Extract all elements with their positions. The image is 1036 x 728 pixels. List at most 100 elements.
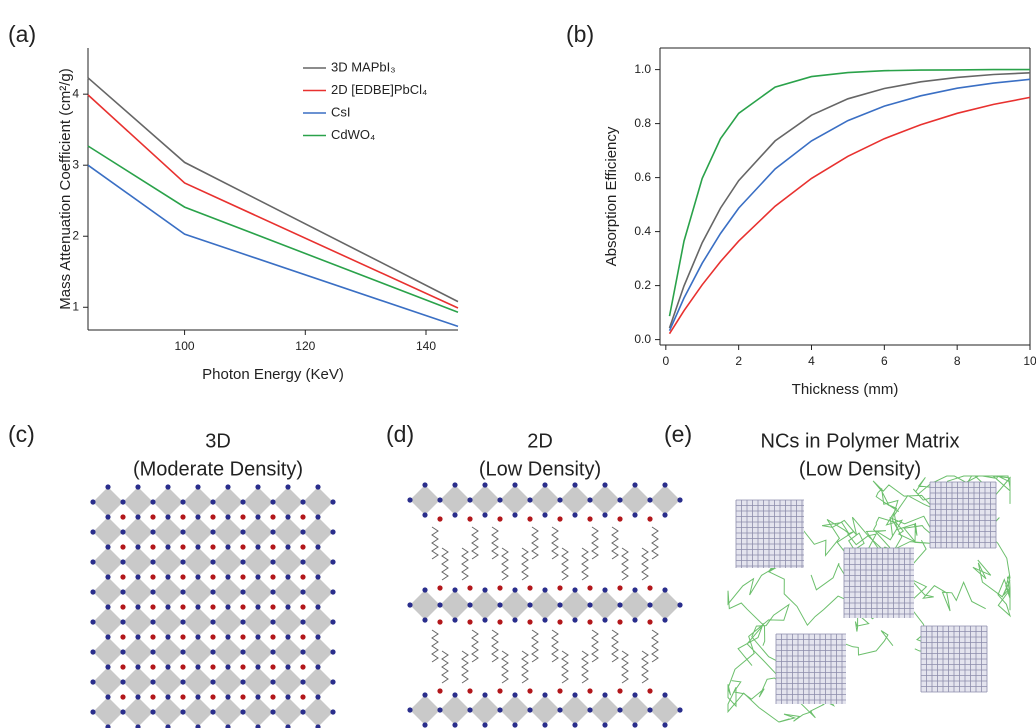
organic-chain <box>621 650 629 684</box>
octahedron <box>93 667 123 697</box>
octahedron <box>123 607 153 637</box>
a-cation <box>647 688 653 694</box>
x-anion <box>407 497 413 503</box>
x-anion <box>285 574 291 580</box>
x-anion <box>300 679 306 685</box>
x-anion <box>225 724 231 728</box>
octahedron <box>213 487 243 517</box>
octahedron <box>153 637 183 667</box>
x-anion <box>467 602 473 608</box>
x-anion <box>180 499 186 505</box>
x-anion <box>497 497 503 503</box>
x-anion <box>225 514 231 520</box>
x-anion <box>677 602 683 608</box>
a-cation <box>300 664 306 670</box>
x-anion <box>662 512 668 518</box>
octahedron <box>123 547 153 577</box>
organic-chain <box>561 547 569 581</box>
x-anion <box>677 497 683 503</box>
panel-label: (e) <box>664 421 692 447</box>
x-anion <box>285 724 291 728</box>
x-anion <box>617 497 623 503</box>
a-cation <box>150 514 156 520</box>
x-anion <box>647 497 653 503</box>
polymer-chain <box>727 603 813 723</box>
x-anion <box>572 512 578 518</box>
x-anion <box>330 559 336 565</box>
panel-label: (d) <box>386 421 414 447</box>
x-anion <box>120 559 126 565</box>
a-cation <box>240 514 246 520</box>
x-anion <box>210 499 216 505</box>
x-anion <box>90 499 96 505</box>
data-line <box>87 94 459 309</box>
octahedron <box>560 695 590 725</box>
y-tick-label: 0.8 <box>634 116 651 130</box>
x-anion <box>120 649 126 655</box>
x-anion <box>225 604 231 610</box>
x-anion <box>602 617 608 623</box>
x-anion <box>315 724 321 728</box>
a-cation <box>120 574 126 580</box>
x-anion <box>255 694 261 700</box>
a-cation <box>437 619 443 625</box>
x-tick-label: 120 <box>295 339 315 353</box>
x-anion <box>270 529 276 535</box>
x-anion <box>225 664 231 670</box>
x-anion <box>105 604 111 610</box>
x-anion <box>300 619 306 625</box>
octahedron <box>213 697 243 727</box>
x-anion <box>452 587 458 593</box>
x-anion <box>602 482 608 488</box>
octahedron <box>213 517 243 547</box>
x-anion <box>255 724 261 728</box>
a-cation <box>120 544 126 550</box>
a-cation <box>647 619 653 625</box>
octahedron <box>213 547 243 577</box>
data-line <box>668 96 1031 335</box>
organic-chain <box>521 547 529 581</box>
nanocrystal <box>844 548 914 618</box>
y-tick-label: 1.0 <box>634 62 651 76</box>
x-anion <box>452 692 458 698</box>
x-tick-label: 10 <box>1023 354 1036 368</box>
y-tick-label: 4 <box>72 86 79 100</box>
a-cation <box>617 516 623 522</box>
x-anion <box>195 634 201 640</box>
a-cation <box>527 585 533 591</box>
a-cation <box>240 694 246 700</box>
data-line <box>87 77 459 303</box>
x-anion <box>572 722 578 728</box>
y-tick-label: 1 <box>72 299 79 313</box>
x-anion <box>195 604 201 610</box>
a-cation <box>587 516 593 522</box>
x-anion <box>135 544 141 550</box>
octahedron <box>303 667 333 697</box>
x-anion <box>105 484 111 490</box>
x-anion <box>255 514 261 520</box>
octahedron <box>153 547 183 577</box>
x-anion <box>422 692 428 698</box>
x-anion <box>512 692 518 698</box>
x-anion <box>632 512 638 518</box>
x-anion <box>255 574 261 580</box>
octahedron <box>183 667 213 697</box>
organic-chain <box>531 526 539 560</box>
x-anion <box>330 649 336 655</box>
x-anion <box>270 559 276 565</box>
x-tick-label: 0 <box>662 354 669 368</box>
x-anion <box>315 694 321 700</box>
x-axis-label: Photon Energy (KeV) <box>202 366 344 383</box>
a-cation <box>210 604 216 610</box>
x-anion <box>195 574 201 580</box>
a-cation <box>180 634 186 640</box>
x-anion <box>300 709 306 715</box>
octahedron <box>93 697 123 727</box>
a-cation <box>120 604 126 610</box>
x-anion <box>315 484 321 490</box>
octahedron <box>243 487 273 517</box>
octahedron <box>273 607 303 637</box>
x-anion <box>285 664 291 670</box>
x-anion <box>542 692 548 698</box>
x-anion <box>105 574 111 580</box>
